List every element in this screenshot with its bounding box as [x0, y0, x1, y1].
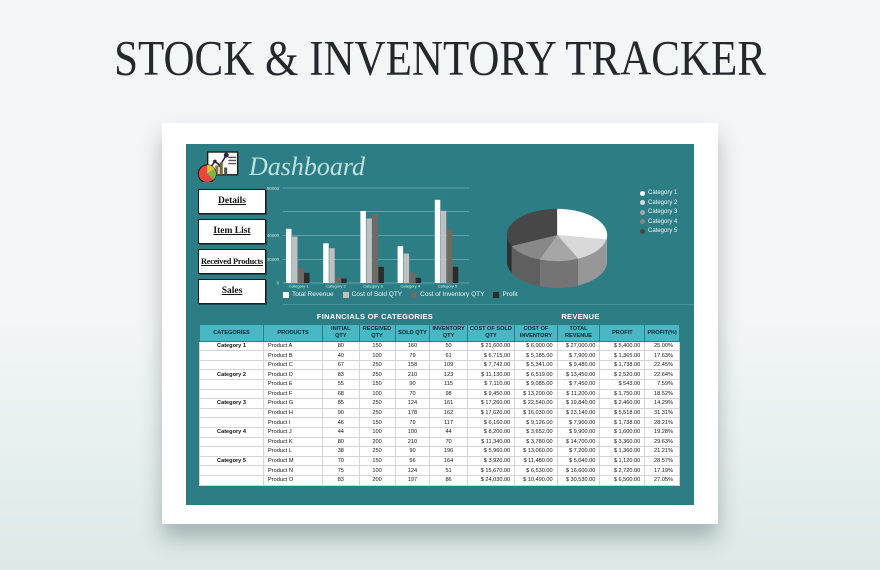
svg-text:Category 2: Category 2 [326, 284, 346, 289]
svg-text:0: 0 [277, 281, 280, 286]
svg-text:Category 3: Category 3 [363, 284, 383, 289]
svg-text:Category 5: Category 5 [438, 284, 458, 289]
svg-text:80000: 80000 [267, 186, 280, 191]
svg-text:40000: 40000 [267, 233, 280, 238]
svg-text:20000: 20000 [267, 257, 280, 262]
svg-text:Category 4: Category 4 [401, 284, 421, 289]
svg-text:Category 1: Category 1 [289, 284, 309, 289]
